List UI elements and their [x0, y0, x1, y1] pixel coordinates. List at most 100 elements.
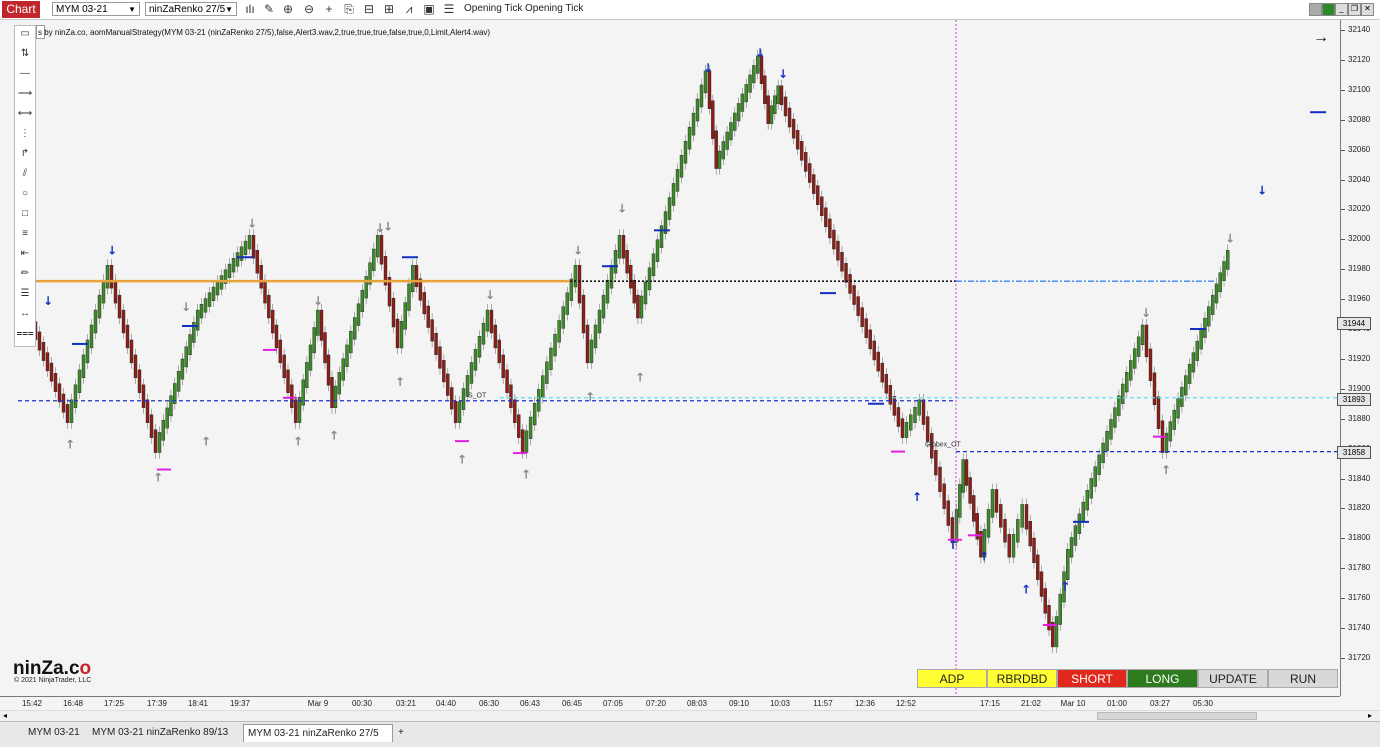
rbrdbd-button[interactable]: RBRDBD: [987, 669, 1057, 688]
arrow-line-icon[interactable]: ↱: [20, 148, 30, 159]
extended-line-icon[interactable]: ⟷: [17, 108, 33, 119]
renko-bar: [1051, 621, 1055, 648]
price-axis[interactable]: 32140 32120 32100 32080 32060 32040 32020 32000…: [1337, 20, 1380, 696]
blue-down-arrow-icon: ↓: [755, 46, 765, 60]
chart-menu-button[interactable]: Chart: [2, 1, 40, 18]
opening-tick-label-1[interactable]: Opening Tick: [464, 3, 523, 14]
renko-bar: [1085, 490, 1089, 511]
indicators-icon[interactable]: ▣: [423, 2, 435, 16]
time-tick-label: 07:05: [602, 699, 624, 708]
renko-bar: [884, 373, 889, 394]
renko-bar: [65, 404, 70, 423]
renko-bar: [49, 362, 54, 382]
renko-bar: [791, 118, 796, 139]
renko-bar: [824, 207, 828, 228]
region-icon[interactable]: ⇤: [20, 248, 30, 259]
tab-renko-27[interactable]: MYM 03-21 ninZaRenko 27/5: [243, 724, 393, 742]
ruler-icon[interactable]: ▭: [20, 28, 30, 39]
close-icon[interactable]: ✕: [1361, 3, 1374, 16]
logo-text: ninZa.c: [13, 658, 80, 679]
tab-renko-89[interactable]: MYM 03-21 ninZaRenko 89/13: [92, 727, 229, 738]
line-icon[interactable]: —: [20, 68, 30, 79]
gray-down-arrow-icon: ↓: [247, 216, 257, 230]
pencil-tool-icon[interactable]: ✏: [20, 268, 30, 279]
price-tick-label: 32120: [1348, 54, 1371, 64]
ellipse-icon[interactable]: ○: [21, 188, 29, 199]
list-icon[interactable]: ☰: [443, 2, 455, 16]
renko-bar: [942, 483, 946, 509]
minimize-icon[interactable]: _: [1335, 3, 1348, 16]
zoom-in-icon[interactable]: ⊕: [282, 2, 294, 16]
ray-icon[interactable]: ⟶: [17, 88, 33, 99]
crosshair-icon[interactable]: +: [325, 2, 333, 16]
renko-bar: [872, 340, 876, 361]
renko-bar: [1016, 519, 1020, 543]
time-tick-label: 16:48: [62, 699, 84, 708]
price-flag: 31944: [1337, 317, 1371, 331]
price-tick-mark: [1341, 299, 1345, 301]
tab-mym[interactable]: MYM 03-21: [28, 727, 80, 738]
price-tick-label: 31920: [1348, 353, 1371, 363]
renko-bar: [387, 276, 392, 307]
long-button[interactable]: LONG: [1127, 669, 1198, 688]
renko-bar: [184, 346, 188, 368]
text-icon[interactable]: ⩶: [16, 328, 34, 339]
renko-bar: [934, 450, 938, 476]
opening-tick-label-2[interactable]: Opening Tick: [525, 3, 584, 14]
adp-button[interactable]: ADP: [917, 669, 987, 688]
update-button[interactable]: UPDATE: [1198, 669, 1268, 688]
bar-type-selector[interactable]: ninZaRenko 27/5 ▼: [145, 2, 237, 16]
time-tick-label: 18:41: [187, 699, 209, 708]
blue-up-arrow-icon: ↑: [948, 538, 958, 552]
right-arrow-icon[interactable]: →: [1313, 29, 1329, 46]
rectangle-icon[interactable]: □: [21, 208, 29, 219]
add-tab-button[interactable]: +: [398, 727, 404, 738]
fib-icon[interactable]: ≡: [22, 228, 28, 239]
scroll-right-icon[interactable]: ▸: [1368, 711, 1373, 720]
renko-bar: [235, 252, 240, 267]
bars-icon[interactable]: ılı: [245, 2, 255, 16]
renko-bar: [85, 339, 90, 364]
strategy-icon[interactable]: ⩘: [405, 2, 413, 16]
renko-bar: [1164, 432, 1169, 453]
renko-bar: [211, 286, 216, 301]
time-tick-label: 12:52: [895, 699, 917, 708]
renko-bar: [795, 129, 800, 150]
renko-bar: [667, 197, 672, 220]
scrollbar-thumb[interactable]: [1097, 712, 1257, 720]
gray-up-arrow-icon: ↑: [65, 438, 75, 452]
vertical-line-icon[interactable]: ⋮: [20, 128, 30, 139]
zoom-out-icon[interactable]: ⊖: [303, 2, 315, 16]
renko-bar: [946, 500, 950, 526]
time-axis[interactable]: 15:42 16:48 17:25 17:39 18:41 19:37 Mar 9 00:30…: [0, 696, 1340, 711]
templates-icon[interactable]: ⊟: [363, 2, 375, 16]
channel-icon[interactable]: ⫽: [22, 168, 28, 179]
time-tick-label: 17:39: [146, 699, 168, 708]
instrument-selector[interactable]: MYM 03-21 ▼: [52, 2, 140, 16]
renko-bar: [639, 295, 644, 319]
renko-bar: [876, 351, 880, 372]
data-box-icon[interactable]: ⊞: [383, 2, 395, 16]
horizontal-scrollbar[interactable]: ◂ ▸: [0, 710, 1380, 722]
layout-icon[interactable]: [1309, 3, 1322, 16]
time-tick-label: Mar 10: [1060, 699, 1086, 708]
restore-icon[interactable]: ❐: [1348, 3, 1361, 16]
measure-icon[interactable]: ↔: [20, 308, 30, 319]
renko-bar: [1218, 272, 1222, 293]
run-button[interactable]: RUN: [1268, 669, 1338, 688]
renko-bar: [597, 309, 602, 334]
properties-icon[interactable]: ⎘: [344, 2, 354, 16]
renko-bar: [1132, 348, 1137, 369]
scroll-left-icon[interactable]: ◂: [3, 711, 8, 720]
arrows-icon[interactable]: ⇅: [20, 48, 30, 59]
pencil-icon[interactable]: ✎: [263, 2, 275, 16]
short-button[interactable]: SHORT: [1057, 669, 1127, 688]
renko-bar: [395, 318, 400, 349]
renko-bar: [1195, 340, 1199, 361]
horizontal-lines-icon[interactable]: ☰: [20, 288, 30, 299]
renko-bar: [149, 414, 154, 438]
link-icon[interactable]: [1322, 3, 1335, 16]
palette-gripper[interactable]: [36, 25, 45, 39]
renko-bar: [1207, 306, 1211, 327]
